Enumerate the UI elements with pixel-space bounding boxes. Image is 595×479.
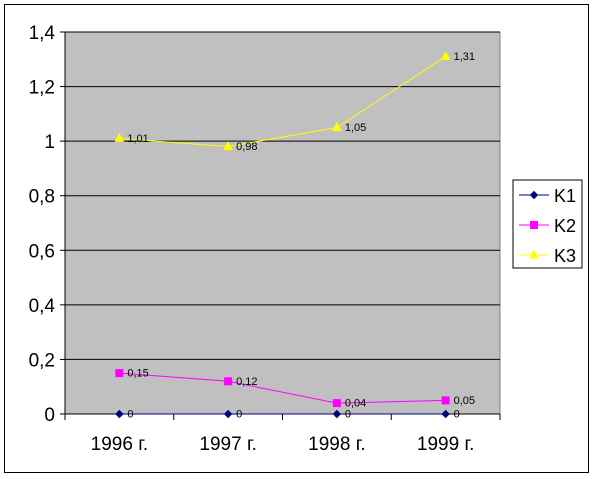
data-point xyxy=(115,409,124,419)
data-label: 1,01 xyxy=(127,133,148,145)
data-point xyxy=(223,141,233,151)
legend: K1 K2 K3 xyxy=(512,179,583,269)
legend-label: K3 xyxy=(554,246,576,266)
legend-item-k3: K3 xyxy=(519,246,576,266)
y-tick-label: 1,2 xyxy=(29,78,55,99)
data-label: 0,98 xyxy=(236,141,257,153)
data-label: 0,05 xyxy=(454,395,475,407)
data-label: 0,12 xyxy=(236,376,257,388)
x-tick-label: 1998 г. xyxy=(308,434,365,455)
y-tick-label: 1 xyxy=(44,132,55,153)
y-tick-label: 0 xyxy=(44,405,55,426)
data-point xyxy=(441,396,450,405)
data-point xyxy=(223,409,233,419)
data-point xyxy=(332,121,342,131)
plot-area xyxy=(64,31,501,415)
y-tick-label: 0,2 xyxy=(29,350,55,371)
data-point xyxy=(115,369,124,378)
data-point xyxy=(332,399,341,408)
data-label: 0 xyxy=(127,409,133,421)
data-label: 0 xyxy=(345,409,351,421)
y-tick-label: 0,4 xyxy=(29,296,56,317)
data-point xyxy=(440,50,451,61)
data-label: 0 xyxy=(236,409,242,421)
data-label: 0 xyxy=(454,409,460,421)
data-point xyxy=(530,221,538,229)
series-k1: 0 0 0 0 xyxy=(115,409,460,421)
x-tick-label: 1996 г. xyxy=(91,434,148,455)
legend-label: K1 xyxy=(554,186,576,206)
x-tick-label: 1997 г. xyxy=(199,434,256,455)
x-axis-ticks: 1996 г. 1997 г. 1998 г. 1999 г. xyxy=(64,414,501,455)
legend-item-k2: K2 xyxy=(519,216,576,236)
data-label: 1,31 xyxy=(454,51,475,63)
data-label: 1,05 xyxy=(345,122,366,134)
data-point xyxy=(332,409,342,419)
data-label: 0,15 xyxy=(127,368,148,380)
data-point xyxy=(441,409,450,419)
y-tick-label: 0,8 xyxy=(29,187,55,208)
series-k3: 1,01 0,98 1,05 1,31 xyxy=(114,50,475,153)
series-group: 0 0 0 0 0,15 0,12 0,04 0,05 1,01 0,98 1,05 1,31 xyxy=(114,50,475,421)
data-point xyxy=(529,249,539,259)
y-tick-label: 1,4 xyxy=(29,23,56,44)
gridlines xyxy=(65,31,500,360)
y-tick-label: 0,6 xyxy=(29,241,55,262)
series-k2: 0,15 0,12 0,04 0,05 xyxy=(115,368,475,410)
series-line xyxy=(119,56,446,148)
y-axis-ticks: 0 0,2 0,4 0,6 0,8 1 1,2 1,4 xyxy=(29,23,65,426)
data-point xyxy=(224,377,233,386)
data-label: 0,04 xyxy=(345,398,366,410)
x-tick-label: 1999 г. xyxy=(417,434,474,455)
data-point xyxy=(529,190,539,200)
legend-item-k1: K1 xyxy=(519,186,576,206)
series-line xyxy=(119,372,446,404)
data-point xyxy=(114,132,125,142)
legend-label: K2 xyxy=(554,216,576,236)
